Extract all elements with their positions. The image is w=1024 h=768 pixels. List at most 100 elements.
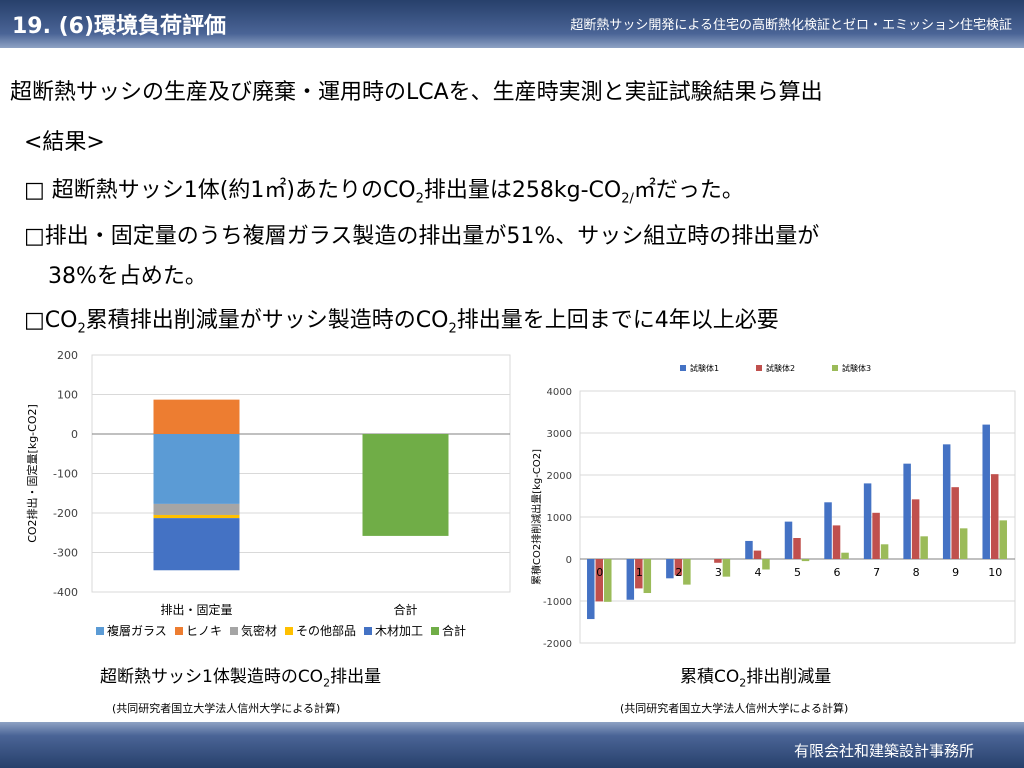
left-caption-b: 排出量 bbox=[330, 667, 382, 687]
right-bar bbox=[990, 474, 999, 559]
left-legend-swatch bbox=[364, 627, 372, 635]
right-x-category-label: 4 bbox=[754, 566, 761, 579]
left-legend-swatch bbox=[230, 627, 238, 635]
right-x-category-label: 2 bbox=[675, 566, 682, 579]
right-bar bbox=[762, 559, 770, 570]
right-x-category-label: 10 bbox=[988, 566, 1002, 579]
right-legend-label: 試験体2 bbox=[766, 363, 795, 373]
right-y-tick-label: -2000 bbox=[543, 639, 572, 650]
right-y-tick-label: 3000 bbox=[547, 429, 572, 440]
left-legend-swatch bbox=[96, 627, 104, 635]
left-y-tick-label: -100 bbox=[53, 468, 78, 481]
right-chart-caption: 累積CO2排出削減量 bbox=[680, 662, 831, 689]
bullet-2-line-1: □排出・固定量のうち複層ガラス製造の排出量が51%、サッシ組立時の排出量が bbox=[24, 224, 820, 249]
company-name: 有限会社和建築設計事務所 bbox=[793, 742, 974, 760]
left-legend-swatch bbox=[285, 627, 293, 635]
right-bar bbox=[666, 559, 674, 579]
right-bar bbox=[863, 483, 872, 559]
slide-subtitle: 超断熱サッシ開発による住宅の高断熱化検証とゼロ・エミッション住宅検証 bbox=[570, 18, 1012, 33]
right-bar bbox=[745, 540, 753, 559]
header-bar: 19. (6)環境負荷評価 超断熱サッシ開発による住宅の高断熱化検証とゼロ・エミ… bbox=[0, 0, 1024, 48]
left-legend-label: 合計 bbox=[442, 623, 466, 638]
left-y-tick-label: 0 bbox=[71, 428, 78, 441]
right-x-category-label: 1 bbox=[636, 566, 643, 579]
right-y-tick-label: 1000 bbox=[547, 513, 572, 524]
right-caption-sub: 2 bbox=[739, 676, 747, 690]
left-legend-label: その他部品 bbox=[296, 623, 356, 638]
left-x-category-label: 合計 bbox=[393, 602, 417, 617]
left-y-tick-label: -400 bbox=[53, 586, 78, 599]
left-y-tick-label: 100 bbox=[57, 389, 78, 402]
bullet-3-text-a: □CO bbox=[24, 308, 78, 333]
right-bar bbox=[722, 559, 731, 577]
right-bar bbox=[683, 559, 691, 585]
right-x-category-label: 6 bbox=[834, 566, 841, 579]
right-legend-swatch bbox=[832, 365, 838, 371]
right-bar bbox=[841, 552, 849, 559]
right-y-tick-label: 0 bbox=[566, 555, 572, 566]
right-source-note: (共同研究者国立大学法人信州大学による計算) bbox=[620, 702, 849, 715]
bullet-3-text-c: 排出量を上回までに4年以上必要 bbox=[456, 308, 779, 333]
left-bar-segment bbox=[153, 434, 240, 504]
bullet-3: □CO2累積排出削減量がサッシ製造時のCO2排出量を上回までに4年以上必要 bbox=[24, 302, 779, 336]
bullet-3-sub-1: 2 bbox=[77, 321, 86, 337]
result-label: <結果> bbox=[24, 130, 105, 155]
right-x-category-label: 7 bbox=[873, 566, 880, 579]
right-x-category-label: 9 bbox=[952, 566, 959, 579]
left-y-tick-label: 200 bbox=[57, 349, 78, 362]
right-x-category-label: 3 bbox=[715, 566, 722, 579]
right-bar bbox=[911, 499, 920, 559]
right-y-axis-label: 累積CO2排削減出量[kg-CO2] bbox=[530, 449, 543, 585]
left-bar-segment bbox=[153, 514, 240, 519]
right-bar bbox=[959, 528, 968, 559]
bullet-1: □ 超断熱サッシ1体(約1㎡)あたりのCO2排出量は258kg-CO2/㎡だった… bbox=[24, 172, 744, 206]
right-caption-a: 累積CO bbox=[680, 667, 740, 687]
right-bar bbox=[999, 520, 1007, 559]
left-legend-label: 木材加工 bbox=[375, 624, 423, 638]
right-caption-b: 排出削減量 bbox=[746, 667, 832, 687]
right-bar bbox=[903, 463, 911, 559]
left-y-axis-label: CO2排出・固定量[kg-CO2] bbox=[25, 404, 39, 543]
right-bar bbox=[951, 487, 959, 559]
right-bar bbox=[880, 544, 889, 559]
right-legend-swatch bbox=[680, 365, 686, 371]
left-caption-sub: 2 bbox=[323, 676, 331, 690]
right-x-category-label: 5 bbox=[794, 566, 801, 579]
bullet-3-text-b: 累積排出削減量がサッシ製造時のCO bbox=[85, 308, 449, 333]
right-bar bbox=[872, 512, 880, 559]
right-bar bbox=[714, 559, 722, 563]
right-bar bbox=[674, 559, 683, 576]
left-legend-swatch bbox=[175, 627, 183, 635]
left-legend-swatch bbox=[431, 627, 439, 635]
right-bar bbox=[832, 525, 841, 559]
right-bar bbox=[626, 559, 635, 600]
left-bar-segment bbox=[153, 503, 240, 515]
left-legend-label: 気密材 bbox=[241, 623, 277, 638]
right-bar bbox=[635, 559, 643, 589]
right-legend-label: 試験体3 bbox=[842, 363, 871, 373]
right-x-category-label: 0 bbox=[596, 566, 603, 579]
right-bar bbox=[784, 521, 793, 559]
left-bar-segment bbox=[153, 399, 240, 434]
right-bar bbox=[595, 559, 604, 602]
right-bar bbox=[587, 559, 595, 620]
bullet-1-text-a: □ 超断熱サッシ1体(約1㎡)あたりのCO bbox=[24, 178, 416, 203]
slide-title: 19. (6)環境負荷評価 bbox=[12, 14, 227, 39]
right-bar bbox=[801, 559, 810, 562]
right-legend-swatch bbox=[756, 365, 762, 371]
right-y-tick-label: -1000 bbox=[543, 597, 572, 608]
bullet-1-sub-1: 2 bbox=[415, 191, 424, 207]
left-x-category-label: 排出・固定量 bbox=[160, 602, 232, 617]
right-bar bbox=[982, 424, 990, 559]
bullet-1-text-c: ㎡だった。 bbox=[633, 178, 744, 203]
right-y-tick-label: 4000 bbox=[547, 387, 572, 398]
right-y-tick-label: 2000 bbox=[547, 471, 572, 482]
right-bar bbox=[793, 538, 801, 559]
left-bar-segment bbox=[362, 434, 449, 536]
bullet-1-text-b: 排出量は258kg-CO bbox=[423, 178, 622, 203]
right-bar bbox=[920, 536, 928, 559]
left-legend-label: ヒノキ bbox=[186, 624, 222, 638]
right-bar bbox=[604, 559, 612, 602]
headline: 超断熱サッシの生産及び廃棄・運用時のLCAを、生産時実測と実証試験結果ら算出 bbox=[10, 80, 823, 105]
